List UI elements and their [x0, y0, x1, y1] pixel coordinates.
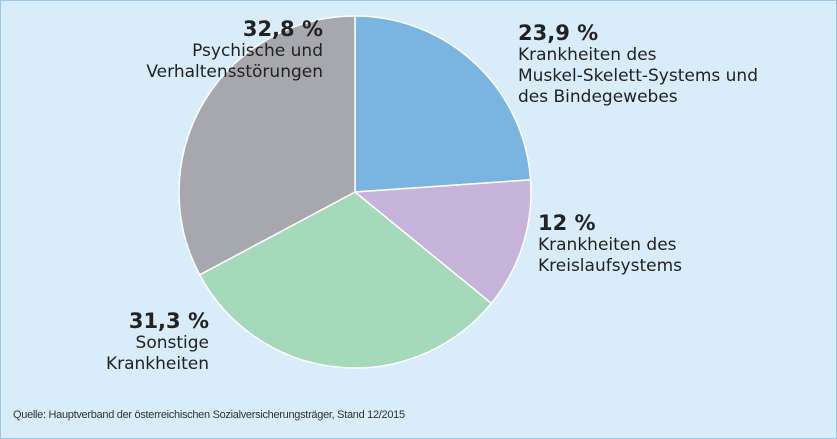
pie-slice: [178, 15, 356, 276]
source-note: Quelle: Hauptverband der österreichische…: [13, 409, 405, 421]
value-label: 12 %: [538, 211, 596, 235]
value-label: 32,8 %: [242, 17, 323, 41]
slice-label: 23,9 % Krankheiten des Muskel-Skelett-Sys…: [518, 21, 758, 108]
slice-label: 31,3 % Sonstige Krankheiten: [106, 309, 209, 375]
slice-label: 12 % Krankheiten des Kreislaufsystems: [538, 211, 682, 277]
pie-slice: [354, 15, 532, 193]
category-label: Sonstige Krankheiten: [105, 333, 209, 374]
pie-slice: [353, 179, 532, 305]
value-label: 23,9 %: [518, 21, 599, 45]
value-label: 31,3 %: [128, 309, 209, 333]
category-label: Psychische und Verhaltensstörungen: [146, 41, 323, 82]
category-label: Krankheiten des Muskel-Skelett-Systems u…: [518, 45, 758, 107]
category-label: Krankheiten des Kreislaufsystems: [538, 235, 683, 276]
slice-label: 32,8 % Psychische und Verhaltensstörungen: [146, 17, 323, 83]
